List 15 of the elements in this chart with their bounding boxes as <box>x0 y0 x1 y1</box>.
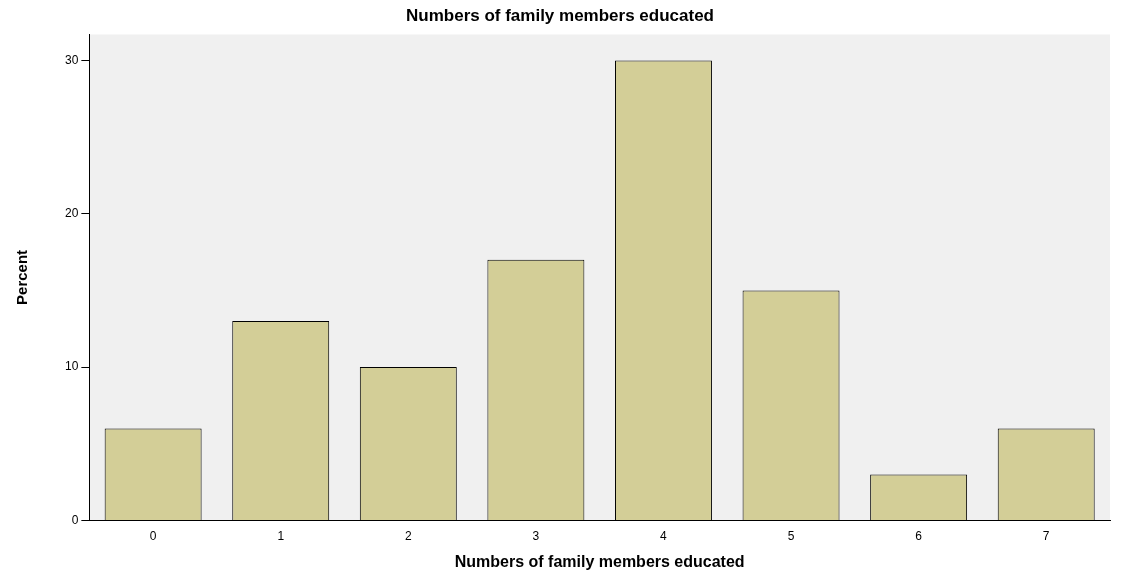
x-tick-label: 7 <box>1042 528 1050 543</box>
x-tick-label: 6 <box>915 528 923 543</box>
x-tick-label: 4 <box>660 528 668 543</box>
chart-title: Numbers of family members educated <box>406 5 714 25</box>
y-tick-label: 0 <box>71 512 79 527</box>
x-tick-label: 1 <box>277 528 285 543</box>
x-tick-label: 5 <box>787 528 795 543</box>
y-tick-label: 30 <box>64 52 79 67</box>
y-axis-title: Percent <box>13 249 31 305</box>
x-tick-label: 2 <box>404 528 412 543</box>
x-tick-label: 0 <box>149 528 157 543</box>
y-tick-label: 20 <box>64 206 79 221</box>
y-tick-label: 10 <box>64 359 79 374</box>
x-axis-title: Numbers of family members educated <box>454 552 745 570</box>
x-tick-label: 3 <box>532 528 540 543</box>
